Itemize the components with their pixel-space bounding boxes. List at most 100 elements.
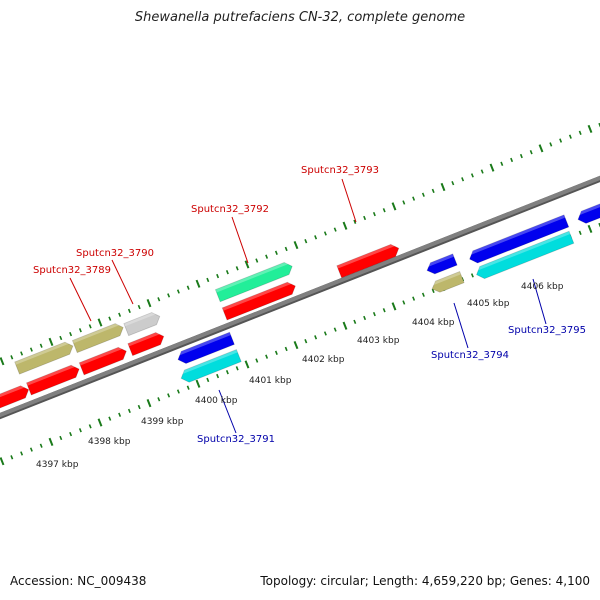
feature-reverse-6-highlight (475, 231, 571, 272)
outer-tick-40 (391, 202, 397, 211)
outer-tick-11 (108, 316, 112, 321)
outer-tick-24 (235, 266, 239, 271)
gene-label-4[interactable]: Sputcn32_3791 (197, 434, 275, 445)
feature-reverse-3-body (426, 253, 458, 275)
feature-forward-9[interactable] (123, 310, 162, 337)
outer-tick-14 (137, 304, 141, 310)
feature-forward-9-highlight (123, 312, 159, 327)
inner-tick-21 (206, 377, 210, 383)
feature-reverse-7[interactable] (576, 201, 600, 225)
outer-tick-23 (225, 270, 229, 275)
feature-reverse-6[interactable] (474, 230, 575, 281)
feature-forward-5[interactable] (221, 280, 297, 321)
inner-tick-42 (412, 296, 416, 301)
kbp-label-6: 4403 kbp (357, 336, 400, 346)
feature-forward-8-highlight (72, 323, 122, 344)
feature-forward-4[interactable] (127, 330, 166, 357)
outer-tick-19 (186, 285, 190, 290)
genome-backbone (0, 175, 600, 420)
feature-forward-2[interactable] (25, 363, 82, 396)
callout-line-5 (453, 302, 469, 349)
feature-reverse-4[interactable] (430, 271, 465, 295)
feature-forward-7[interactable] (14, 340, 76, 375)
inner-tick-39 (382, 308, 386, 313)
outer-tick-9 (88, 324, 92, 329)
outer-tick-15 (146, 299, 152, 308)
inner-tick-25 (244, 360, 250, 369)
feature-forward-8[interactable] (71, 321, 125, 354)
inner-tick-27 (265, 354, 269, 359)
feature-forward-4-body (127, 332, 165, 357)
feature-forward-5-body (221, 281, 296, 321)
feature-reverse-5[interactable] (467, 214, 570, 265)
inner-tick-2 (20, 451, 24, 456)
outer-tick-12 (118, 312, 122, 317)
feature-reverse-3[interactable] (425, 253, 458, 276)
labels-layer: 4397 kbp 4398 kbp 4399 kbp 4400 kbp 4401 kbp… (33, 165, 586, 470)
outer-tick-36 (353, 219, 357, 225)
feature-reverse-7-highlight (576, 202, 600, 217)
outer-tick-55 (538, 144, 544, 153)
outer-tick-44 (431, 188, 435, 194)
inner-tick-48 (470, 273, 474, 278)
inner-tick-1 (10, 455, 14, 460)
callout-line-3 (341, 178, 357, 223)
kbp-label-4: 4401 kbp (249, 376, 292, 386)
feature-reverse-2[interactable] (179, 349, 242, 385)
outer-tick-0 (0, 357, 5, 366)
feature-forward-1[interactable] (0, 384, 31, 411)
outer-tick-51 (500, 161, 504, 166)
feature-reverse-1[interactable] (176, 331, 235, 365)
outer-tick-45 (440, 182, 446, 192)
outer-tick-20 (195, 279, 201, 288)
feature-forward-4-highlight (127, 332, 163, 347)
gene-label-2[interactable]: Sputcn32_3792 (191, 204, 269, 215)
gene-label-1[interactable]: Sputcn32_3790 (76, 248, 154, 259)
outer-tick-49 (480, 169, 484, 174)
inner-tick-36 (353, 319, 357, 325)
outer-tick-26 (255, 258, 259, 263)
feature-forward-3[interactable] (78, 345, 128, 376)
inner-tick-44 (431, 288, 435, 294)
outer-tick-27 (265, 254, 269, 259)
gene-label-5[interactable]: Sputcn32_3794 (431, 350, 509, 361)
inner-tick-26 (255, 358, 259, 363)
inner-tick-29 (284, 346, 288, 352)
outer-tick-47 (461, 177, 465, 182)
inner-tick-19 (186, 385, 190, 390)
outer-tick-22 (216, 273, 220, 279)
outer-tick-18 (176, 289, 180, 294)
feature-reverse-2-body (180, 349, 242, 383)
feature-forward-6[interactable] (336, 242, 401, 279)
outer-tick-59 (578, 130, 582, 135)
map-title: Shewanella putrefaciens CN-32, complete … (134, 10, 466, 25)
feature-forward-10[interactable] (214, 260, 294, 303)
feature-forward-1-highlight (0, 385, 28, 402)
feature-reverse-4-body (431, 271, 465, 293)
inner-tick-34 (333, 327, 337, 332)
outer-tick-46 (451, 180, 455, 186)
inner-tick-8 (78, 428, 82, 433)
inner-tick-12 (118, 412, 122, 417)
outer-tick-25 (244, 260, 250, 269)
feature-track (0, 201, 600, 411)
outer-tick-3 (29, 347, 33, 352)
feature-reverse-6-body (476, 230, 575, 280)
feature-reverse-5-highlight (468, 214, 566, 256)
gene-label-0[interactable]: Sputcn32_3789 (33, 265, 111, 276)
outer-tick-42 (412, 196, 416, 201)
feature-forward-2-body (25, 364, 80, 396)
outer-tick-50 (489, 163, 495, 172)
outer-tick-21 (206, 277, 210, 283)
inner-tick-6 (59, 435, 63, 441)
gene-label-3[interactable]: Sputcn32_3793 (301, 165, 379, 176)
inner-tick-15 (146, 399, 152, 408)
gene-label-6[interactable]: Sputcn32_3795 (508, 325, 586, 336)
feature-forward-1-body (0, 385, 30, 411)
outer-tick-13 (127, 308, 131, 314)
outer-tick-track (0, 122, 600, 366)
kbp-label-9: 4406 kbp (521, 282, 564, 292)
feature-reverse-1-body (177, 331, 235, 364)
outer-tick-57 (559, 138, 563, 143)
